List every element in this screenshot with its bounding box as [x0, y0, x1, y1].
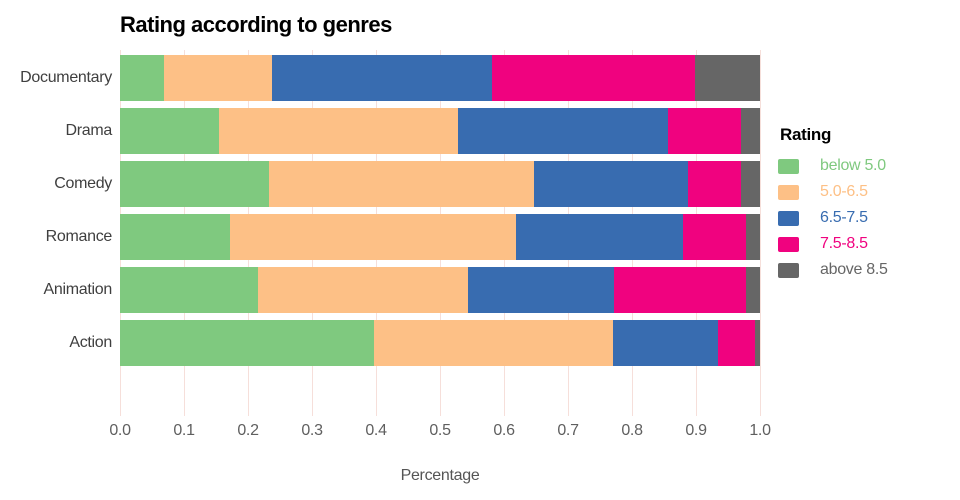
bar-segment [230, 214, 517, 260]
bar-segment [374, 320, 613, 366]
bar-segment [516, 214, 683, 260]
bar-segment [492, 55, 695, 101]
legend-label: 6.5-7.5 [820, 209, 868, 226]
legend-swatch [778, 262, 799, 278]
legend-title: Rating [780, 125, 832, 144]
x-axis-tick-label: 0.4 [365, 422, 387, 439]
legend: Rating below 5.0 5.0-6.5 6.5-7.5 7.5-8.5 abo… [778, 125, 953, 283]
legend-swatch [778, 236, 799, 252]
bar-row [120, 214, 760, 260]
legend-label: 5.0-6.5 [820, 183, 868, 200]
x-axis-tick-label: 0.9 [685, 422, 707, 439]
x-axis-tick-label: 0.5 [429, 422, 451, 439]
bar-segment [687, 161, 741, 207]
y-axis-label: Romance [45, 228, 113, 245]
x-axis-tick-label: 0.8 [621, 422, 643, 439]
bar-segment [120, 320, 375, 366]
bar-segment [120, 161, 270, 207]
x-axis-tick-label: 0.2 [237, 422, 259, 439]
chart-title: Rating according to genres [120, 12, 392, 37]
x-axis-tick-label: 0.3 [301, 422, 323, 439]
y-axis-label: Drama [65, 122, 112, 139]
legend-item: below 5.0 [778, 153, 953, 179]
bar-segment [219, 108, 458, 154]
x-axis-tick-label: 0.7 [557, 422, 579, 439]
legend-label: below 5.0 [820, 157, 886, 174]
bar-segment [612, 320, 718, 366]
bar-segment [694, 55, 760, 101]
bar-segment [257, 267, 469, 313]
legend-item: 6.5-7.5 [778, 205, 953, 231]
legend-label: 7.5-8.5 [820, 235, 868, 252]
y-axis-label: Comedy [54, 175, 112, 192]
x-axis-title: Percentage [400, 467, 480, 484]
gridline [760, 50, 761, 416]
bar-segment [754, 320, 760, 366]
legend-item: above 8.5 [778, 257, 953, 283]
bar-segment [271, 55, 493, 101]
plot-area [120, 50, 761, 416]
y-axis-label: Animation [43, 281, 113, 298]
bar-row [120, 320, 760, 366]
bar-row [120, 108, 760, 154]
legend-item: 5.0-6.5 [778, 179, 953, 205]
bar-segment [717, 320, 755, 366]
x-axis-tick-label: 0.1 [173, 422, 195, 439]
bar-segment [468, 267, 615, 313]
bar-segment [120, 108, 220, 154]
legend-label: above 8.5 [820, 261, 888, 278]
legend-item: 7.5-8.5 [778, 231, 953, 257]
bar-segment [614, 267, 746, 313]
bar-segment [534, 161, 688, 207]
bar-segment [120, 267, 258, 313]
bar-segment [667, 108, 742, 154]
legend-swatch [778, 184, 799, 200]
bar-row [120, 55, 760, 101]
bar-segment [457, 108, 668, 154]
x-axis-tick-label: 1.0 [749, 422, 771, 439]
bar-row [120, 161, 760, 207]
bar-row [120, 267, 760, 313]
bar-segment [682, 214, 746, 260]
bar-segment [120, 55, 164, 101]
y-axis-label: Documentary [20, 69, 112, 86]
x-axis-tick-label: 0.0 [109, 422, 131, 439]
bar-segment [740, 161, 760, 207]
bar-segment [741, 108, 760, 154]
legend-swatch [778, 158, 799, 174]
y-axis-label: Action [69, 334, 112, 351]
bar-segment [269, 161, 535, 207]
bar-segment [745, 267, 760, 313]
x-axis-tick-label: 0.6 [493, 422, 515, 439]
bar-segment [745, 214, 760, 260]
legend-items: below 5.0 5.0-6.5 6.5-7.5 7.5-8.5 above 8.5 [778, 153, 953, 283]
legend-swatch [778, 210, 799, 226]
bar-segment [120, 214, 231, 260]
bar-segment [163, 55, 272, 101]
